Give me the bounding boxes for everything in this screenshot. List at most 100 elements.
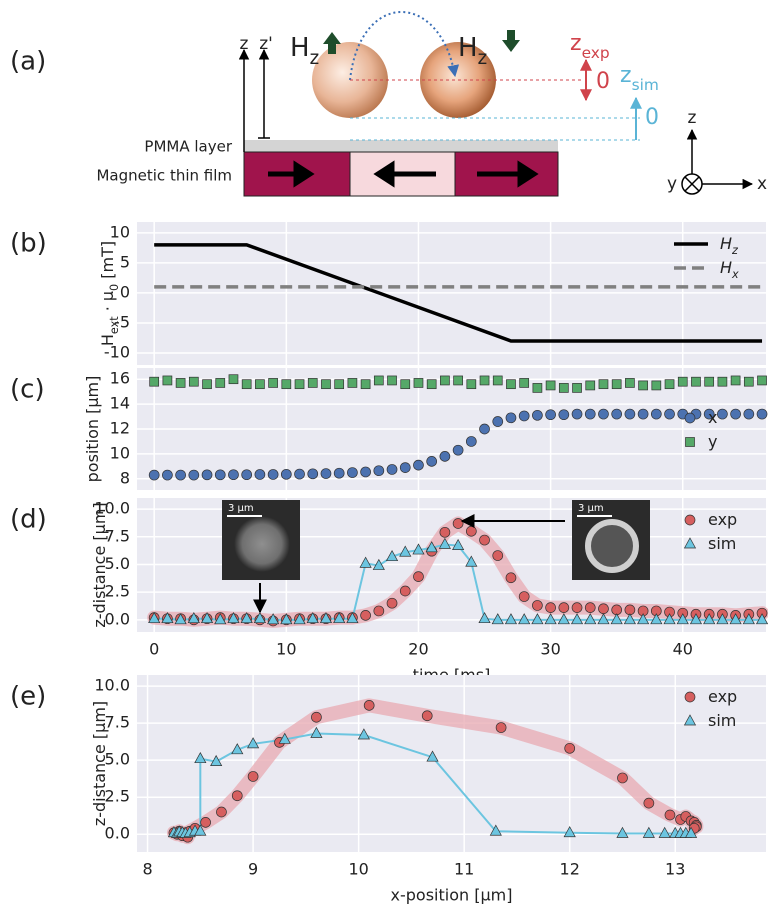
marker [253, 611, 266, 624]
text-part: 0 [108, 284, 121, 291]
y-tick-label: 10.0 [94, 676, 130, 695]
marker [616, 826, 629, 838]
marker [505, 572, 517, 584]
legend-swatch [683, 537, 697, 549]
marker [174, 613, 187, 625]
marker [360, 379, 371, 390]
marker [506, 379, 516, 390]
field-arrow [502, 30, 520, 52]
marker [246, 737, 260, 749]
marker [519, 378, 530, 388]
x-axis-label: x-position [μm] [391, 886, 513, 905]
x-tick-label: 12 [560, 860, 580, 879]
marker [664, 379, 675, 390]
marker [426, 379, 437, 390]
marker [663, 613, 676, 625]
marker [200, 817, 211, 828]
marker [426, 750, 439, 762]
x-tick-label: 10 [276, 640, 296, 659]
axis-name: z' [259, 34, 273, 54]
marker [658, 826, 671, 838]
marker [532, 409, 543, 421]
marker [400, 379, 411, 390]
marker [421, 710, 433, 722]
marker [651, 380, 662, 391]
marker [664, 408, 675, 420]
marker [610, 613, 623, 625]
marker [254, 469, 266, 480]
legend-label: exp [708, 510, 737, 529]
marker [294, 468, 305, 480]
coord-label: x [757, 174, 767, 194]
marker [228, 374, 239, 385]
marker [597, 613, 610, 625]
marker [466, 379, 477, 390]
y-tick-label: 2.5 [105, 787, 130, 806]
text-part: z [478, 48, 488, 69]
zero-label: 0 [596, 69, 610, 94]
marker [492, 375, 503, 386]
marker [148, 469, 160, 481]
x-tick-label: 13 [665, 860, 685, 879]
text-part: x [731, 268, 739, 281]
x-tick-label: 10 [348, 860, 368, 879]
marker [717, 408, 728, 420]
marker [730, 408, 741, 420]
marker [241, 469, 253, 481]
marker [743, 408, 755, 420]
marker [703, 408, 715, 420]
marker [730, 375, 741, 386]
text-part: z-distance [μm] [90, 701, 109, 826]
marker [268, 378, 278, 388]
marker [495, 722, 507, 733]
marker [149, 376, 160, 387]
marker [755, 613, 768, 625]
marker [372, 558, 385, 570]
text-part: z [620, 63, 632, 88]
marker [386, 464, 398, 475]
marker [413, 459, 424, 471]
text-part: z [310, 48, 320, 69]
text-part: exp [708, 510, 737, 529]
text-part: H [720, 234, 732, 253]
marker [363, 700, 375, 711]
marker [360, 610, 371, 621]
y-tick-label: 0 [120, 282, 130, 301]
text-part: sim [708, 711, 736, 730]
text-part: ext [108, 316, 121, 334]
y-tick-label: 7.5 [105, 526, 130, 545]
marker [598, 379, 609, 390]
y-tick-label: 5.0 [105, 750, 130, 769]
marker [716, 613, 729, 625]
legend-label: Hz [720, 234, 739, 257]
marker [742, 613, 755, 625]
marker [642, 826, 655, 838]
inset-particle [585, 519, 639, 573]
panel-label: (a) [10, 47, 46, 77]
marker [492, 550, 504, 561]
marker [278, 732, 291, 744]
marker [624, 408, 636, 420]
pmma-layer [244, 140, 558, 152]
marker [310, 726, 323, 738]
marker [518, 591, 530, 602]
marker [564, 742, 576, 754]
legend-label: sim [708, 534, 736, 553]
y-tick-label: 8 [120, 468, 130, 487]
marker [227, 611, 240, 624]
marker [385, 549, 399, 562]
marker [293, 613, 306, 625]
marker [531, 613, 544, 625]
marker [210, 754, 223, 766]
marker [188, 376, 199, 387]
marker [664, 809, 676, 821]
magnetization-arrow [373, 160, 436, 188]
text-part: exp [708, 687, 737, 706]
legend-label: sim [708, 711, 736, 730]
marker [558, 409, 570, 421]
marker [321, 379, 331, 390]
y-tick-label: 12 [110, 419, 130, 438]
marker [532, 600, 543, 611]
legend-swatch [684, 514, 696, 526]
marker [703, 613, 716, 625]
